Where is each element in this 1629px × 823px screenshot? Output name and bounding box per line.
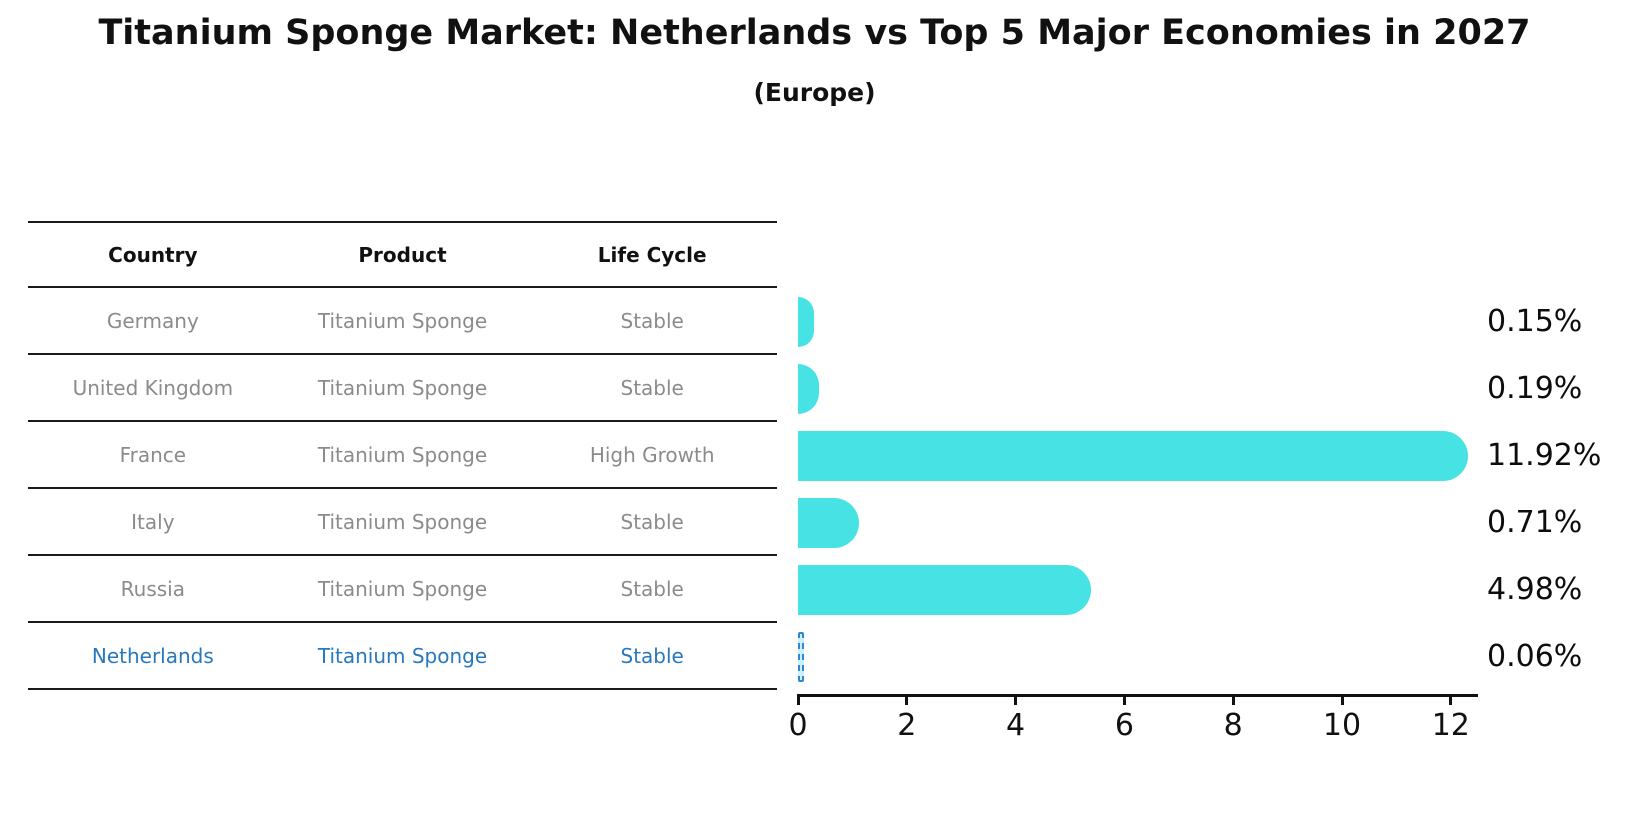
table-row-united-kingdom: United Kingdom Titanium Sponge Stable <box>28 355 777 422</box>
table-cell: Titanium Sponge <box>317 643 488 668</box>
column-header: Country <box>108 242 198 267</box>
chart-title: Titanium Sponge Market: Netherlands vs T… <box>98 13 1531 53</box>
table-cell: Stable <box>620 509 684 534</box>
table-cell: Stable <box>620 576 684 601</box>
value-label-united-kingdom: 0.19% <box>1487 370 1583 406</box>
bar-germany <box>798 296 815 347</box>
x-tick-mark <box>1122 694 1126 705</box>
table-cell: Titanium Sponge <box>317 308 488 333</box>
x-tick-label: 0 <box>788 708 808 743</box>
table-cell: United Kingdom <box>72 375 234 400</box>
table-row-france: France Titanium Sponge High Growth <box>28 422 777 489</box>
x-tick-label: 4 <box>1006 708 1026 743</box>
country-table: Country Product Life Cycle Germany Titanium … <box>28 221 777 690</box>
x-tick-mark <box>796 694 800 705</box>
x-tick-mark <box>1449 694 1453 705</box>
x-axis-line <box>797 694 1478 697</box>
x-tick-mark <box>905 694 909 705</box>
value-label-italy: 0.71% <box>1487 504 1583 540</box>
table-row-russia: Russia Titanium Sponge Stable <box>28 556 777 623</box>
table-cell: Titanium Sponge <box>317 442 488 467</box>
table-row-italy: Italy Titanium Sponge Stable <box>28 489 777 556</box>
bar-italy <box>798 497 859 548</box>
value-label-netherlands: 0.06% <box>1487 638 1583 674</box>
x-tick-mark <box>1231 694 1235 705</box>
column-header: Life Cycle <box>597 242 707 267</box>
table-row-germany: Germany Titanium Sponge Stable <box>28 288 777 355</box>
x-tick-label: 10 <box>1322 708 1362 743</box>
table-cell: Titanium Sponge <box>317 375 488 400</box>
table-cell: Netherlands <box>91 643 214 668</box>
table-cell: Stable <box>620 375 684 400</box>
x-tick-mark <box>1014 694 1018 705</box>
chart-subtitle: (Europe) <box>753 78 876 107</box>
x-tick-label: 8 <box>1223 708 1243 743</box>
x-tick-label: 6 <box>1114 708 1134 743</box>
bar-netherlands <box>798 631 805 682</box>
x-tick-label: 2 <box>897 708 917 743</box>
table-cell: Russia <box>120 576 185 601</box>
column-header: Product <box>358 242 447 267</box>
bar-united-kingdom <box>798 363 819 414</box>
table-cell: Titanium Sponge <box>317 576 488 601</box>
table-cell: Germany <box>106 308 199 333</box>
table-cell: Titanium Sponge <box>317 509 488 534</box>
table-row-netherlands: Netherlands Titanium Sponge Stable <box>28 623 777 690</box>
x-tick-mark <box>1340 694 1344 705</box>
bar-france <box>798 430 1469 481</box>
table-cell: Italy <box>131 509 175 534</box>
value-label-russia: 4.98% <box>1487 571 1583 607</box>
value-label-france: 11.92% <box>1487 437 1602 473</box>
bar-russia <box>798 564 1091 615</box>
x-tick-label: 12 <box>1431 708 1470 743</box>
table-header-row: Country Product Life Cycle <box>28 221 777 288</box>
value-label-germany: 0.15% <box>1487 303 1583 339</box>
table-cell: France <box>119 442 187 467</box>
table-cell: Stable <box>620 643 684 668</box>
table-cell: High Growth <box>589 442 715 467</box>
table-cell: Stable <box>620 308 684 333</box>
